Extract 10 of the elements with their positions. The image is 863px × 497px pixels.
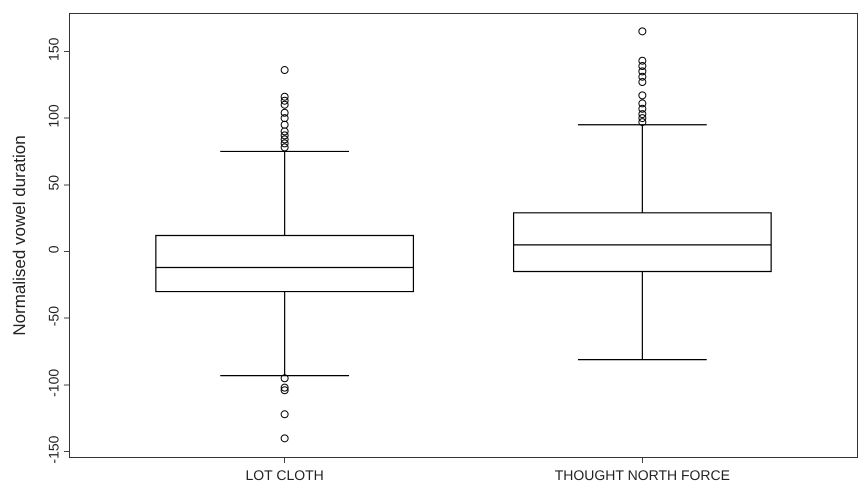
y-tick-label: 150 [45,37,62,61]
y-tick-label: 0 [45,245,62,254]
y-tick-label: -100 [45,368,62,397]
y-tick-label: -150 [45,435,62,464]
y-axis-title: Normalised vowel duration [10,135,29,336]
x-tick-label: LOT CLOTH [245,466,324,483]
y-tick-label: 100 [45,104,62,128]
y-tick-label: 50 [45,174,62,190]
y-tick-label: -50 [45,306,62,326]
x-tick-label: THOUGHT NORTH FORCE [554,466,730,483]
